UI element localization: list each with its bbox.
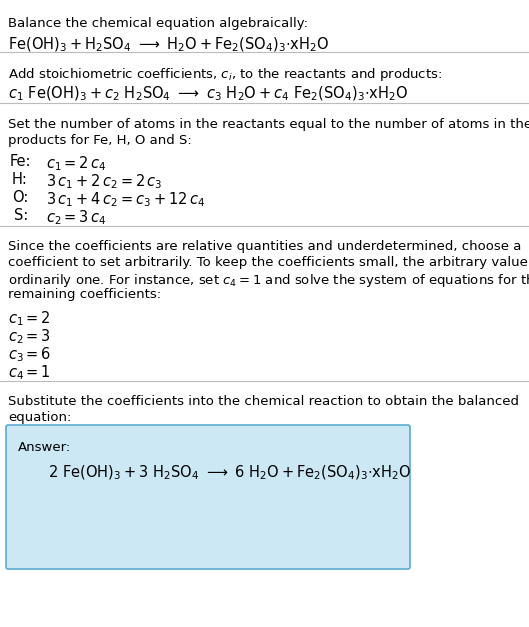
Text: $c_2 = 3\,c_4$: $c_2 = 3\,c_4$ — [46, 208, 106, 227]
Text: products for Fe, H, O and S:: products for Fe, H, O and S: — [8, 134, 191, 147]
Text: $c_1\ \mathrm{Fe(OH)_3} + c_2\ \mathrm{H_2SO_4 \ \longrightarrow \ } c_3\ \mathr: $c_1\ \mathrm{Fe(OH)_3} + c_2\ \mathrm{H… — [8, 85, 408, 103]
Text: $c_3 = 6$: $c_3 = 6$ — [8, 345, 51, 364]
Text: $\mathrm{Fe(OH)_3 + H_2SO_4 \ \longrightarrow \ H_2O + Fe_2(SO_4)_3{\cdot}xH_2O}: $\mathrm{Fe(OH)_3 + H_2SO_4 \ \longright… — [8, 36, 330, 55]
Text: $2\ \mathrm{Fe(OH)_3} + 3\ \mathrm{H_2SO_4 \ \longrightarrow \ } 6\ \mathrm{H_2O: $2\ \mathrm{Fe(OH)_3} + 3\ \mathrm{H_2SO… — [48, 464, 412, 482]
Text: H:: H: — [12, 172, 28, 187]
Text: coefficient to set arbitrarily. To keep the coefficients small, the arbitrary va: coefficient to set arbitrarily. To keep … — [8, 256, 529, 269]
Text: Add stoichiometric coefficients, $c_i$, to the reactants and products:: Add stoichiometric coefficients, $c_i$, … — [8, 66, 442, 83]
Text: $c_1 = 2\,c_4$: $c_1 = 2\,c_4$ — [46, 154, 106, 172]
Text: Fe:: Fe: — [10, 154, 32, 169]
Text: Balance the chemical equation algebraically:: Balance the chemical equation algebraica… — [8, 17, 308, 30]
Text: ordinarily one. For instance, set $c_4 = 1$ and solve the system of equations fo: ordinarily one. For instance, set $c_4 =… — [8, 272, 529, 289]
Text: Answer:: Answer: — [18, 441, 71, 454]
Text: equation:: equation: — [8, 411, 71, 424]
Text: $c_2 = 3$: $c_2 = 3$ — [8, 327, 51, 345]
Text: S:: S: — [14, 208, 29, 223]
Text: Substitute the coefficients into the chemical reaction to obtain the balanced: Substitute the coefficients into the che… — [8, 395, 519, 408]
Text: $c_4 = 1$: $c_4 = 1$ — [8, 363, 51, 382]
Text: Set the number of atoms in the reactants equal to the number of atoms in the: Set the number of atoms in the reactants… — [8, 118, 529, 131]
Text: $3\,c_1 + 2\,c_2 = 2\,c_3$: $3\,c_1 + 2\,c_2 = 2\,c_3$ — [46, 172, 162, 191]
Text: Since the coefficients are relative quantities and underdetermined, choose a: Since the coefficients are relative quan… — [8, 240, 522, 253]
Text: remaining coefficients:: remaining coefficients: — [8, 288, 161, 301]
Text: $c_1 = 2$: $c_1 = 2$ — [8, 309, 51, 328]
Text: O:: O: — [12, 190, 29, 205]
FancyBboxPatch shape — [6, 425, 410, 569]
Text: $3\,c_1 + 4\,c_2 = c_3 + 12\,c_4$: $3\,c_1 + 4\,c_2 = c_3 + 12\,c_4$ — [46, 190, 205, 209]
